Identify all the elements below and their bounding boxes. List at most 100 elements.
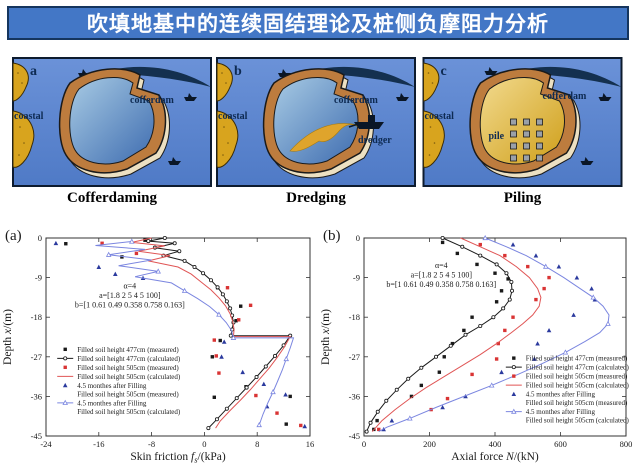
series-filled-soil-height-477cm-calculated xyxy=(364,235,515,434)
filled-soil xyxy=(479,77,565,165)
svg-text:-36: -36 xyxy=(31,391,42,401)
axis-ticks: -24 -16 -8 0 8 16 0 -9 -18 -27 -36 -45 xyxy=(31,233,315,449)
svg-text:-36: -36 xyxy=(349,391,360,401)
svg-text:0: 0 xyxy=(202,439,206,449)
coastal-land xyxy=(216,62,233,102)
panel-letter: c xyxy=(441,64,447,79)
svg-text:b=[1 0.61 0.49 0.358 0.758 0.1: b=[1 0.61 0.49 0.358 0.758 0.163] xyxy=(386,280,496,289)
dredged-sand-plume xyxy=(289,123,359,152)
illustration-cofferdaming: a coastal cofferdam xyxy=(12,57,212,187)
cofferdam-label: cofferdam xyxy=(334,95,379,106)
svg-text:Filled soil height 505cm (calc: Filled soil height 505cm (calculated) xyxy=(526,382,630,390)
chart-panel-label: (b) xyxy=(323,228,341,244)
pile-marker xyxy=(536,154,543,162)
svg-text:16: 16 xyxy=(306,439,315,449)
svg-text:Filled soil height 505cm (calc: Filled soil height 505cm (calculated) xyxy=(77,408,181,416)
svg-text:Filled soil height 505cm (meas: Filled soil height 505cm (measured) xyxy=(526,399,628,407)
boat-icon xyxy=(580,157,594,165)
illustration-piling: c coastal cofferdam pile xyxy=(419,57,626,187)
basin-water xyxy=(69,77,155,165)
svg-text:-16: -16 xyxy=(93,439,104,449)
svg-text:400: 400 xyxy=(489,439,502,449)
chart-skin-friction: (a) -24 -16 -8 0 8 16 0 -9 -18 -27 -36 -45 α=4a=[1.8 … xyxy=(2,228,315,465)
svg-text:a=[1.8 2 5 4 5 100]: a=[1.8 2 5 4 5 100] xyxy=(99,291,161,300)
svg-text:Filled soil height 477cm (meas: Filled soil height 477cm (measured) xyxy=(77,346,179,354)
title-banner: 吹填地基中的连续固结理论及桩侧负摩阻力分析 xyxy=(7,6,629,40)
pile-marker xyxy=(523,130,530,138)
pile-marker xyxy=(510,118,517,126)
svg-text:Filled soil height 477cm (calc: Filled soil height 477cm (calculated) xyxy=(526,364,630,372)
pile-marker xyxy=(523,142,530,150)
svg-text:Filled soil height 505cm (meas: Filled soil height 505cm (measured) xyxy=(526,373,628,381)
chart-panel-label: (a) xyxy=(5,228,22,244)
svg-text:-24: -24 xyxy=(40,439,52,449)
cofferdam-label: cofferdam xyxy=(130,95,175,106)
svg-text:800: 800 xyxy=(620,439,633,449)
svg-text:Filled soil height 477cm (meas: Filled soil height 477cm (measured) xyxy=(526,355,628,363)
svg-text:α=4: α=4 xyxy=(435,261,448,270)
illustration-dredging: b coastal cofferdam dredger xyxy=(215,57,417,187)
boat-icon xyxy=(184,93,197,101)
boat-icon xyxy=(598,93,612,101)
coastal-land xyxy=(423,62,440,102)
piling-figure: c coastal cofferdam pile xyxy=(422,57,623,187)
pile-marker xyxy=(536,118,543,126)
svg-text:-27: -27 xyxy=(31,352,42,362)
cofferdaming-figure: a coastal cofferdam xyxy=(12,57,212,187)
svg-text:0: 0 xyxy=(356,233,360,243)
pile-marker xyxy=(510,142,517,150)
svg-text:α=4: α=4 xyxy=(123,282,136,291)
panel-letter: a xyxy=(30,64,37,79)
series-filled-soil-height-477cm-calculated xyxy=(146,235,293,431)
svg-text:a=[1.8 2 5 4 5 100]: a=[1.8 2 5 4 5 100] xyxy=(411,270,473,279)
parameter-annotation: α=4a=[1.8 2 5 4 5 100]b=[1 0.61 0.49 0.3… xyxy=(386,261,496,289)
coastal-land xyxy=(12,110,35,168)
coastal-speckles xyxy=(17,72,25,156)
svg-text:0: 0 xyxy=(38,233,42,243)
svg-text:-8: -8 xyxy=(148,439,155,449)
dredging-figure: b coastal cofferdam dredger xyxy=(216,57,416,187)
svg-text:-45: -45 xyxy=(349,431,360,441)
svg-text:600: 600 xyxy=(554,439,567,449)
series-4-5-monthes-after-filling-filled-soil-height-505cm-calculated xyxy=(95,238,295,428)
caption-dredging: Dredging xyxy=(286,190,346,206)
coastal-land xyxy=(216,110,239,168)
svg-text:-18: -18 xyxy=(349,312,360,322)
chart-axial-force: (b) 0 200 400 600 800 0 -9 -18 -27 -36 -45 α=4a=[1.8… xyxy=(320,228,633,463)
svg-text:200: 200 xyxy=(423,439,436,449)
svg-text:8: 8 xyxy=(255,439,259,449)
legend: Filled soil height 477cm (measured)Fille… xyxy=(57,346,181,416)
coastal-speckles xyxy=(221,72,229,156)
svg-text:Filled soil height 505cm (meas: Filled soil height 505cm (measured) xyxy=(77,364,179,372)
legend: Filled soil height 477cm (measured)Fille… xyxy=(505,355,630,425)
pile-marker xyxy=(523,154,530,162)
coastal-label: coastal xyxy=(425,111,455,122)
pile-grid xyxy=(510,118,543,162)
pile-marker xyxy=(523,118,530,126)
pile-marker xyxy=(510,130,517,138)
svg-text:0: 0 xyxy=(362,439,366,449)
plot-box xyxy=(45,237,311,437)
svg-text:4.5 monthes after Filling: 4.5 monthes after Filling xyxy=(77,399,147,407)
pile-label: pile xyxy=(489,131,505,142)
boat-icon xyxy=(168,157,181,165)
boat-icon xyxy=(484,67,498,75)
svg-text:Filled soil height 477cm (calc: Filled soil height 477cm (calculated) xyxy=(77,355,181,363)
dredger-icon xyxy=(348,115,384,129)
coastal-label: coastal xyxy=(14,111,44,122)
parameter-annotation: α=4a=[1.8 2 5 4 5 100]b=[1 0.61 0.49 0.3… xyxy=(75,282,185,310)
axis-ticks: 0 200 400 600 800 0 -9 -18 -27 -36 -45 xyxy=(349,233,633,449)
series-filled-soil-height-505cm-measured xyxy=(100,241,303,428)
pile-marker xyxy=(536,142,543,150)
coastal-speckles xyxy=(427,72,436,156)
y-axis-label: Depth x/(m) xyxy=(320,309,332,365)
series-4-5-monthes-after-filling-filled-soil-height-505cm-calculated xyxy=(378,234,611,433)
boat-icon xyxy=(396,93,409,101)
x-axis-label: Axial force N/(kN) xyxy=(451,451,539,463)
dredger-label: dredger xyxy=(358,135,392,146)
coastal-label: coastal xyxy=(218,111,248,122)
svg-text:Filled soil height 505cm (calc: Filled soil height 505cm (calculated) xyxy=(77,373,181,381)
pile-marker xyxy=(510,154,517,162)
svg-text:-9: -9 xyxy=(35,273,42,283)
